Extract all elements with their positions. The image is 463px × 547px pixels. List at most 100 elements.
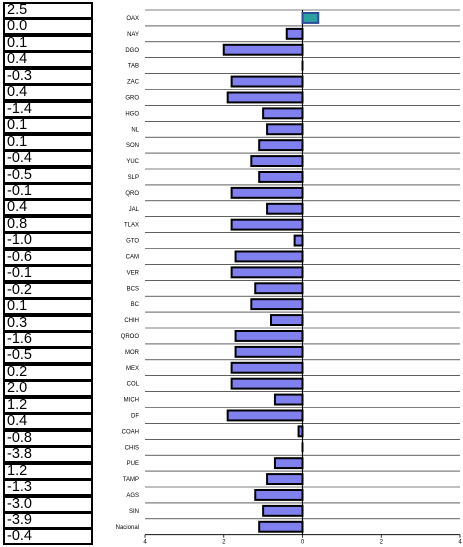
bar-sin <box>262 504 304 517</box>
category-label: SON <box>126 143 139 149</box>
category-label: MOR <box>125 350 140 356</box>
bar-oax <box>301 12 320 24</box>
bar-son <box>258 139 304 152</box>
value-cell: 0.4 <box>3 84 93 102</box>
value-cell: -0.4 <box>3 150 93 168</box>
value-cell: 0.4 <box>3 51 93 69</box>
bar-mich <box>273 393 304 406</box>
category-label: COAH <box>122 429 139 435</box>
bar-zac <box>230 75 304 88</box>
bar-slp <box>258 171 304 183</box>
value-cell: -0.8 <box>3 429 93 447</box>
x-tick-label: 2 <box>222 540 226 546</box>
category-label: YUC <box>126 159 139 165</box>
bar-df <box>226 409 304 422</box>
value-cell: 2.0 <box>3 380 93 398</box>
bar-ags <box>254 489 304 501</box>
value-cell: 0.8 <box>3 215 93 233</box>
category-label: AGS <box>126 493 139 499</box>
bar-bcs <box>254 282 304 295</box>
value-cell: -0.5 <box>3 166 93 184</box>
category-label: PUE <box>127 461 139 467</box>
bar-cam <box>234 250 304 263</box>
value-cell: 0.1 <box>3 298 93 316</box>
value-cell: -0.5 <box>3 347 93 365</box>
bar-hgo <box>262 107 304 120</box>
bar-bc <box>250 298 304 311</box>
value-cell: -0.2 <box>3 281 93 299</box>
value-cell: -1.6 <box>3 331 93 348</box>
category-label: DF <box>131 413 139 419</box>
value-cell: 0.4 <box>3 199 93 217</box>
bar-tamp <box>266 473 304 486</box>
category-label: VER <box>127 270 140 276</box>
value-cell: 1.2 <box>3 462 93 480</box>
category-label: GTO <box>126 239 139 245</box>
category-label: Nacional <box>116 525 139 531</box>
bar-mor <box>234 345 304 358</box>
value-cell: -0.6 <box>3 248 93 266</box>
bar-chart: OAX NAY DGO TAB ZAC GRO HGO NL SON YUC SLP QRO JAL TL… <box>116 9 462 546</box>
value-cell: 0.1 <box>3 117 93 135</box>
value-cell: 0.2 <box>3 363 93 381</box>
category-label: BCS <box>127 286 139 292</box>
category-label: CHIS <box>125 445 139 451</box>
value-cell: -0.3 <box>3 67 93 85</box>
category-label: CAM <box>126 254 139 260</box>
bar-tlax <box>230 218 304 231</box>
category-label: COL <box>127 382 140 388</box>
value-cell: 0.3 <box>3 314 93 332</box>
value-cell: 0.0 <box>3 18 93 36</box>
category-label: JAL <box>129 207 140 213</box>
category-label: ZAC <box>127 80 140 86</box>
value-cell: -1.4 <box>3 100 93 118</box>
category-label: OAX <box>126 16 139 22</box>
category-label: BC <box>131 302 140 308</box>
category-label: TAMP <box>123 477 139 483</box>
value-cell: -3.0 <box>3 495 93 513</box>
bar-qro <box>230 186 304 199</box>
bar-pue <box>273 457 304 470</box>
bar-gro <box>226 91 304 104</box>
bar-nay <box>285 27 304 40</box>
value-cell: -3.9 <box>3 511 93 529</box>
category-label: CHIH <box>124 318 139 324</box>
value-cell: 1.2 <box>3 396 93 414</box>
category-label: TLAX <box>124 223 139 229</box>
bar-mex <box>230 361 304 374</box>
x-tick-label: 4 <box>143 540 147 546</box>
value-cell: 0.1 <box>3 133 93 151</box>
x-tick-label: 2 <box>380 540 384 546</box>
value-cell: -0.1 <box>3 265 93 283</box>
bar-col <box>230 377 304 390</box>
bar-qroo <box>234 330 304 342</box>
bar-nacional <box>258 520 304 533</box>
bar-yuc <box>250 155 304 168</box>
value-cell: 2.5 <box>3 2 93 19</box>
x-tick-label: 4 <box>458 540 462 546</box>
bar-dgo <box>222 43 304 56</box>
bar-tab <box>301 60 304 71</box>
value-cell: -1.0 <box>3 232 93 250</box>
category-label: DGO <box>125 48 139 54</box>
value-cell: -3.8 <box>3 446 93 464</box>
value-column: 2.5 0.0 0.1 0.4 -0.3 0.4 -1.4 0.1 0.1 -0.4 -0.5 -0.… <box>3 2 93 546</box>
category-label: NAY <box>127 32 139 38</box>
value-cell: 0.4 <box>3 413 93 431</box>
category-label: HGO <box>125 111 139 117</box>
bar-coah <box>297 425 304 438</box>
category-label: QRO <box>125 191 139 197</box>
category-label: MEX <box>126 366 139 372</box>
value-cell: -1.3 <box>3 479 93 497</box>
x-tick-label: 0 <box>301 540 305 546</box>
category-label: TAB <box>128 64 139 70</box>
category-label: QROO <box>121 334 140 340</box>
bar-nl <box>266 123 304 136</box>
category-label: MICH <box>124 398 139 404</box>
category-label: SIN <box>129 509 139 515</box>
value-cell: 0.1 <box>3 34 93 52</box>
category-label: NL <box>131 127 139 133</box>
category-label: GRO <box>125 95 139 101</box>
bar-jal <box>266 202 304 215</box>
category-label: SLP <box>128 175 139 181</box>
